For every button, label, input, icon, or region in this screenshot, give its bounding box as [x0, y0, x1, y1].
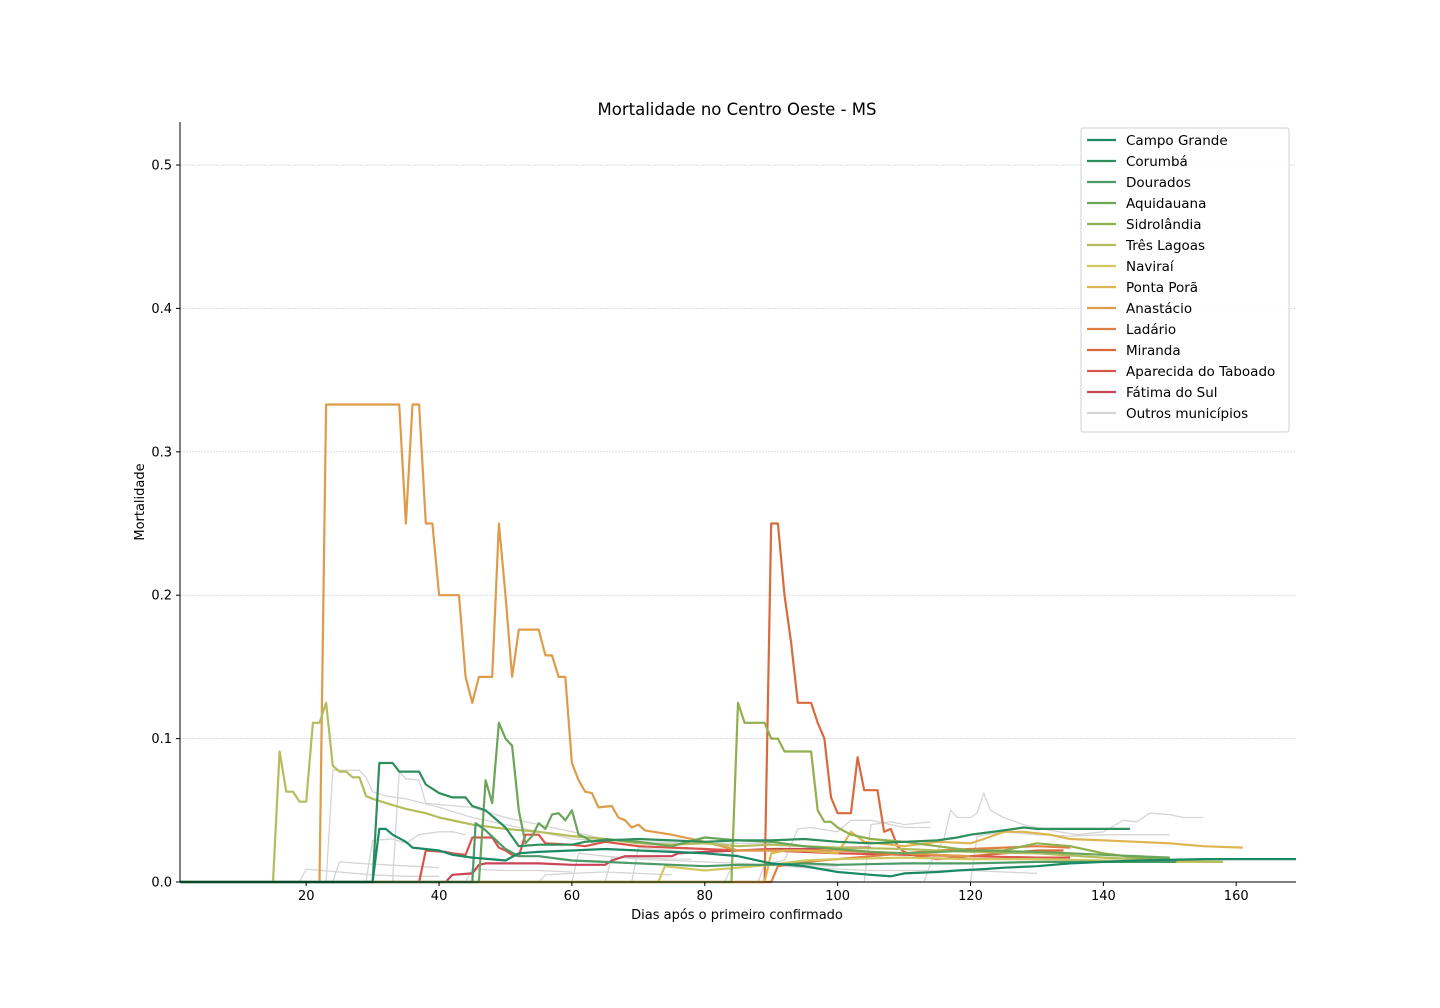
series-line-5 — [180, 701, 1223, 884]
x-tick-label-4: 100 — [825, 889, 850, 904]
background-line-13 — [180, 831, 1170, 883]
x-tick-label-6: 140 — [1091, 889, 1116, 904]
y-tick-label-3: 0.3 — [151, 445, 172, 460]
y-tick-label-4: 0.4 — [151, 302, 172, 317]
series-line-7 — [180, 830, 1243, 884]
legend-label-7: Ponta Porã — [1126, 280, 1198, 296]
ticks: 20 40 60 80 100 120 140 160 0.0 0.1 0.2 0.3 0.4 0.5 — [151, 159, 1248, 904]
y-tick-label-2: 0.2 — [151, 589, 172, 604]
y-tick-label-1: 0.1 — [151, 732, 172, 747]
chart-title: Mortalidade no Centro Oeste - MS — [598, 100, 877, 119]
series-line-3 — [180, 721, 1170, 884]
series-lines — [180, 403, 1296, 884]
background-line-4 — [180, 831, 466, 883]
x-tick-label-0: 20 — [298, 889, 315, 904]
x-axis-label: Dias após o primeiro confirmado — [631, 908, 843, 923]
legend-label-8: Anastácio — [1126, 301, 1192, 317]
background-line-9 — [180, 819, 931, 883]
series-line-10 — [180, 522, 1064, 884]
legend-label-13: Outros municípios — [1126, 406, 1248, 422]
legend-label-0: Campo Grande — [1126, 133, 1228, 149]
x-tick-label-2: 60 — [564, 889, 581, 904]
series-line-1 — [180, 761, 1130, 884]
legend: Campo Grande Corumbá Dourados Aquidauana Sid… — [1080, 127, 1290, 433]
series-line-0 — [180, 827, 1296, 884]
background-line-10 — [180, 792, 1203, 883]
background-line-5 — [180, 871, 672, 883]
background-line-12 — [180, 864, 1037, 883]
background-line-1 — [180, 868, 440, 883]
legend-box — [1080, 127, 1290, 433]
legend-label-9: Ladário — [1126, 322, 1176, 338]
x-tick-label-7: 160 — [1224, 889, 1249, 904]
series-line-6 — [180, 856, 1223, 884]
x-tick-label-1: 40 — [431, 889, 448, 904]
x-tick-label-5: 120 — [958, 889, 983, 904]
legend-label-1: Corumbá — [1126, 154, 1188, 170]
background-line-2 — [180, 861, 440, 883]
series-line-9 — [180, 845, 1071, 884]
legend-label-12: Fátima do Sul — [1126, 385, 1218, 401]
legend-label-3: Aquidauana — [1126, 196, 1206, 212]
series-line-4 — [180, 701, 1170, 884]
legend-label-2: Dourados — [1126, 175, 1191, 191]
axes — [179, 122, 1296, 883]
series-line-2 — [180, 822, 1177, 884]
y-axis-label: Mortalidade — [133, 463, 148, 540]
legend-label-4: Sidrolândia — [1126, 217, 1202, 233]
background-line-3 — [180, 770, 705, 883]
series-line-8 — [180, 403, 971, 884]
x-tick-label-3: 80 — [697, 889, 714, 904]
y-tick-label-0: 0.0 — [151, 876, 172, 891]
y-tick-label-5: 0.5 — [151, 159, 172, 174]
legend-label-10: Miranda — [1126, 343, 1181, 359]
legend-label-5: Três Lagoas — [1125, 238, 1205, 254]
legend-label-6: Naviraí — [1126, 259, 1175, 275]
legend-label-11: Aparecida do Taboado — [1126, 364, 1275, 380]
